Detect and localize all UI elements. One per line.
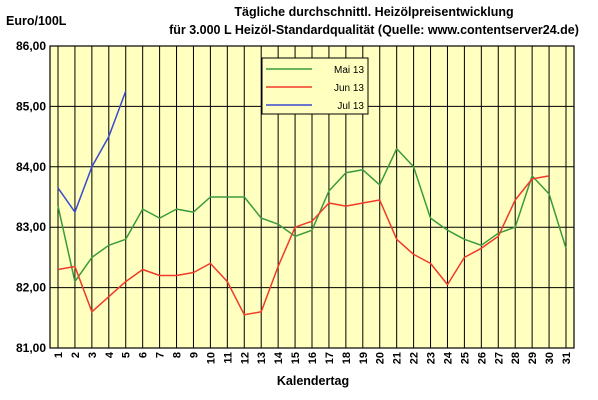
x-tick-label: 11 (222, 352, 234, 364)
x-tick-label: 6 (138, 352, 150, 358)
x-tick-label: 3 (87, 352, 99, 358)
y-axis-label: Euro/100L (6, 14, 67, 28)
legend-label: Jun 13 (334, 83, 364, 94)
chart-title: Tägliche durchschnittl. Heizölpreisentwi… (234, 5, 514, 19)
x-tick-label: 22 (409, 352, 421, 364)
series-line (57, 147, 567, 283)
plot-border (49, 45, 575, 349)
x-tick-label: 28 (510, 352, 522, 364)
legend-label: Jul 13 (337, 101, 364, 112)
y-tick-label: 84,00 (16, 160, 46, 174)
x-tick-label: 24 (442, 351, 454, 364)
x-tick-label: 16 (307, 352, 319, 364)
x-tick-label: 4 (104, 351, 116, 358)
y-tick-label: 86,00 (16, 39, 46, 53)
x-tick-label: 25 (459, 352, 471, 364)
y-tick-label: 85,00 (16, 99, 46, 113)
x-tick-label: 21 (392, 352, 404, 364)
x-tick-label: 14 (273, 351, 285, 364)
x-tick-label: 19 (358, 352, 370, 364)
x-tick-label: 17 (324, 352, 336, 364)
x-tick-label: 31 (561, 352, 573, 364)
x-tick-label: 29 (527, 352, 539, 364)
x-tick-label: 1 (53, 352, 65, 358)
x-tick-label: 8 (172, 352, 184, 358)
x-tick-label: 10 (205, 352, 217, 364)
y-tick-label: 82,00 (16, 281, 46, 295)
x-tick-label: 13 (256, 352, 268, 364)
chart-subtitle: für 3.000 L Heizöl-Standardqualität (Que… (169, 23, 579, 37)
x-tick-label: 23 (426, 352, 438, 364)
legend-label: Mai 13 (334, 65, 364, 76)
x-tick-label: 5 (121, 352, 133, 358)
x-tick-label: 20 (375, 352, 387, 364)
x-tick-label: 26 (476, 352, 488, 364)
x-tick-label: 7 (155, 352, 167, 358)
series-line (57, 175, 550, 316)
x-tick-label: 2 (70, 352, 82, 358)
y-tick-label: 83,00 (16, 220, 46, 234)
x-tick-label: 9 (188, 352, 200, 358)
x-tick-label: 27 (493, 352, 505, 364)
x-tick-label: 18 (341, 352, 353, 364)
x-axis-label: Kalendertag (276, 374, 350, 388)
series-line (57, 91, 127, 213)
x-tick-label: 15 (290, 352, 302, 364)
x-tick-label: 30 (544, 352, 556, 364)
y-tick-label: 81,00 (16, 341, 46, 355)
x-tick-label: 12 (239, 352, 251, 364)
